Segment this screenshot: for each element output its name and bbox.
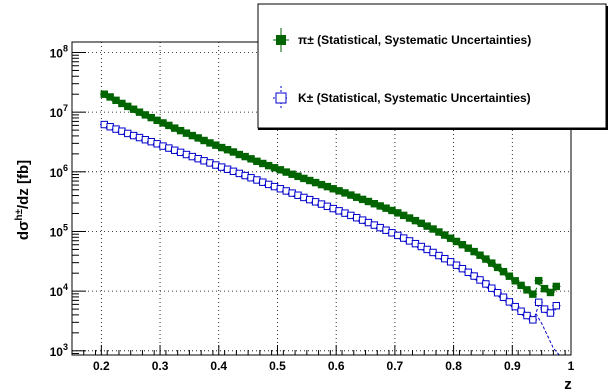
data-point (482, 280, 490, 288)
x-tick-label: 0.3 (152, 359, 169, 373)
y-tick-label: 107 (50, 103, 68, 120)
data-point (517, 281, 525, 290)
legend-pion-marker (273, 28, 289, 52)
data-point (470, 272, 478, 280)
x-tick-label: 0.8 (445, 359, 462, 373)
data-point (488, 284, 496, 292)
y-tick-label: 103 (50, 342, 68, 359)
data-point (499, 267, 508, 276)
x-tick-label: 0.7 (387, 359, 404, 373)
series-pion (100, 90, 561, 298)
data-point (476, 251, 484, 259)
y-axis-title: dσh±/dz [fb] (14, 160, 32, 240)
kaon-falloff-curve (535, 313, 560, 356)
data-point (476, 276, 484, 284)
data-point (505, 298, 514, 306)
data-point (499, 293, 508, 301)
legend-kaon-marker (273, 86, 289, 110)
data-point (493, 263, 502, 272)
x-tick-label: 1 (568, 359, 575, 373)
data-point (540, 305, 549, 313)
data-point (535, 298, 543, 306)
x-tick-label: 0.6 (328, 359, 345, 373)
legend-shadow (258, 128, 608, 130)
data-point (546, 309, 555, 317)
y-tick-label: 105 (50, 222, 68, 239)
data-point (546, 288, 555, 297)
data-point (511, 302, 519, 311)
data-point (482, 255, 490, 263)
x-tick-label: 0.5 (269, 359, 286, 373)
legend: π± (Statistical, Systematic Uncertaintie… (257, 3, 608, 130)
y-tick-label: 106 (50, 163, 68, 180)
data-point (552, 301, 561, 310)
data-point (523, 311, 531, 320)
data-point (505, 272, 514, 280)
y-tick-label: 104 (50, 282, 68, 299)
data-point (540, 284, 549, 293)
x-axis-title: z (564, 376, 572, 392)
data-point (488, 259, 496, 267)
series-kaon (100, 120, 561, 356)
x-tick-label: 0.9 (504, 359, 521, 373)
data-point (529, 316, 537, 324)
data-point (552, 282, 561, 291)
legend-pion-label: π± (Statistical, Systematic Uncertaintie… (298, 33, 531, 47)
data-point (523, 286, 531, 294)
y-tick-label: 108 (50, 44, 68, 61)
legend-shadow-side (606, 6, 608, 130)
data-point (517, 307, 525, 315)
x-tick-label: 0.4 (210, 359, 227, 373)
data-point (511, 277, 519, 285)
data-point (529, 290, 537, 298)
legend-box (257, 3, 607, 129)
x-tick-label: 0.2 (93, 359, 110, 373)
legend-kaon-label: K± (Statistical, Systematic Uncertaintie… (298, 91, 531, 105)
data-point (535, 276, 543, 285)
data-point (464, 268, 472, 276)
axis-ticks: 0.2 0.3 0.4 0.5 0.6 0.7 0.8 0.9 1 103 104 105 106 107… (50, 44, 575, 373)
data-point (493, 289, 502, 297)
